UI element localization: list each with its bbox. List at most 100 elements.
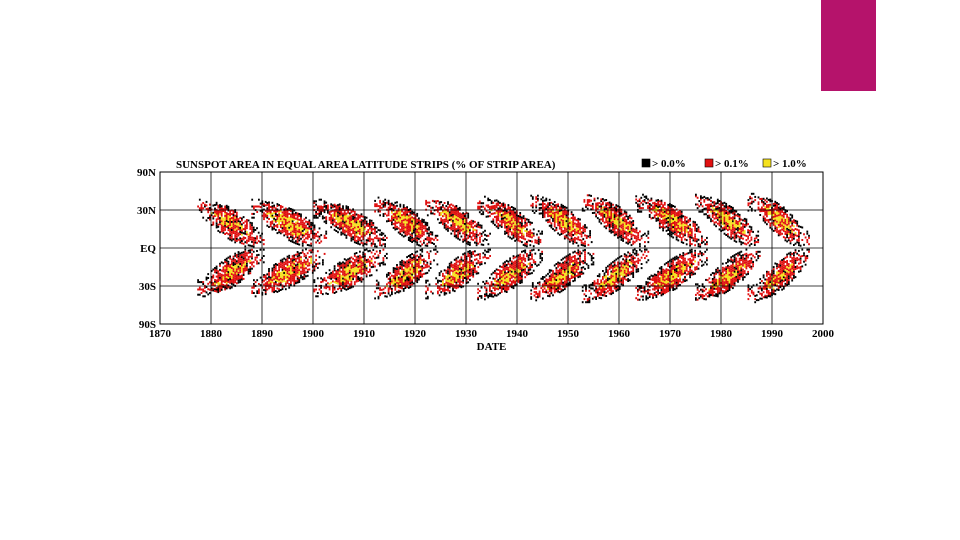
heat-cell [469, 243, 471, 246]
heat-cell [374, 245, 376, 248]
heat-cell [365, 243, 368, 246]
heat-cell [256, 254, 258, 257]
heat-cell [357, 218, 360, 220]
heat-cell [333, 267, 336, 270]
heat-cell [540, 277, 543, 280]
heat-cell [607, 214, 609, 217]
heat-cell [598, 293, 601, 296]
heat-cell [499, 224, 501, 227]
heat-cell [470, 259, 473, 262]
heat-cell [394, 205, 397, 208]
heat-cell [593, 282, 596, 285]
heat-cell [279, 214, 282, 217]
heat-cell [251, 212, 254, 215]
heat-cell [352, 214, 354, 216]
heat-cell [310, 244, 312, 247]
heat-cell [414, 277, 417, 280]
heat-cell [323, 286, 326, 289]
heat-cell [440, 206, 443, 209]
heat-cell [362, 278, 365, 281]
heat-cell [348, 257, 351, 260]
heat-cell [575, 270, 578, 273]
heat-cell [257, 231, 260, 234]
heat-cell [534, 263, 537, 266]
heat-cell [416, 222, 419, 225]
heat-cell [325, 232, 328, 235]
heat-cell [485, 210, 488, 212]
heat-cell [560, 220, 563, 223]
heat-cell [555, 226, 558, 229]
heat-cell [259, 202, 262, 205]
heat-cell [264, 213, 267, 216]
heat-cell [575, 258, 578, 261]
heat-cell [522, 235, 525, 238]
heat-cell [570, 235, 573, 238]
heat-cell [290, 231, 292, 234]
heat-cell [425, 281, 427, 284]
heat-cell [412, 225, 415, 228]
heat-cell [543, 208, 546, 211]
heat-cell [286, 221, 289, 224]
heat-cell [372, 263, 375, 266]
heat-cell [293, 218, 296, 221]
heat-cell [521, 250, 523, 253]
heat-cell [271, 201, 274, 204]
heat-cell [269, 209, 272, 212]
heat-cell [433, 259, 435, 262]
heat-cell [543, 199, 546, 202]
heat-cell [295, 227, 297, 230]
heat-cell [321, 207, 324, 210]
heat-cell [553, 201, 556, 203]
heat-cell [239, 271, 242, 274]
heat-cell [494, 294, 496, 297]
heat-cell [271, 286, 274, 289]
heat-cell [364, 220, 366, 223]
heat-cell [548, 295, 551, 298]
heat-cell [602, 285, 604, 288]
heat-cell [438, 212, 441, 215]
heat-cell [232, 259, 235, 262]
heat-cell [242, 232, 245, 235]
heat-cell [443, 224, 446, 227]
heat-cell [281, 270, 284, 273]
heat-cell [219, 219, 221, 222]
heat-cell [399, 283, 402, 285]
heat-cell [296, 228, 299, 231]
heat-cell [278, 266, 280, 269]
heat-cell [497, 273, 500, 275]
heat-cell [507, 278, 510, 281]
heat-cell [230, 217, 233, 219]
heat-cell [458, 228, 461, 231]
heat-cell [607, 212, 609, 215]
heat-cell [484, 262, 486, 265]
heat-cell [394, 292, 397, 295]
heat-cell [419, 240, 422, 243]
heat-cell [353, 212, 356, 215]
heat-cell [463, 265, 466, 267]
heat-cell [409, 276, 412, 279]
heat-cell [359, 267, 361, 270]
heat-cell [539, 241, 542, 244]
heat-cell [572, 217, 575, 220]
heat-cell [271, 212, 274, 215]
heat-cell [428, 205, 431, 208]
heat-cell [424, 272, 427, 275]
heat-cell [296, 218, 299, 221]
heat-cell [246, 221, 248, 223]
heat-cell [345, 275, 348, 278]
heat-cell [306, 229, 309, 232]
heat-cell [382, 248, 385, 251]
heat-cell [321, 217, 324, 220]
heat-cell [252, 261, 255, 264]
heat-cell [225, 223, 228, 226]
heat-cell [279, 226, 282, 229]
heat-cell [584, 226, 586, 229]
heat-cell [531, 232, 533, 235]
heat-cell [550, 275, 553, 278]
heat-cell [563, 284, 566, 287]
heat-cell [401, 283, 403, 286]
heat-cell [457, 266, 459, 269]
heat-cell [352, 257, 354, 260]
heat-cell [453, 205, 456, 208]
heat-cell [375, 203, 378, 206]
